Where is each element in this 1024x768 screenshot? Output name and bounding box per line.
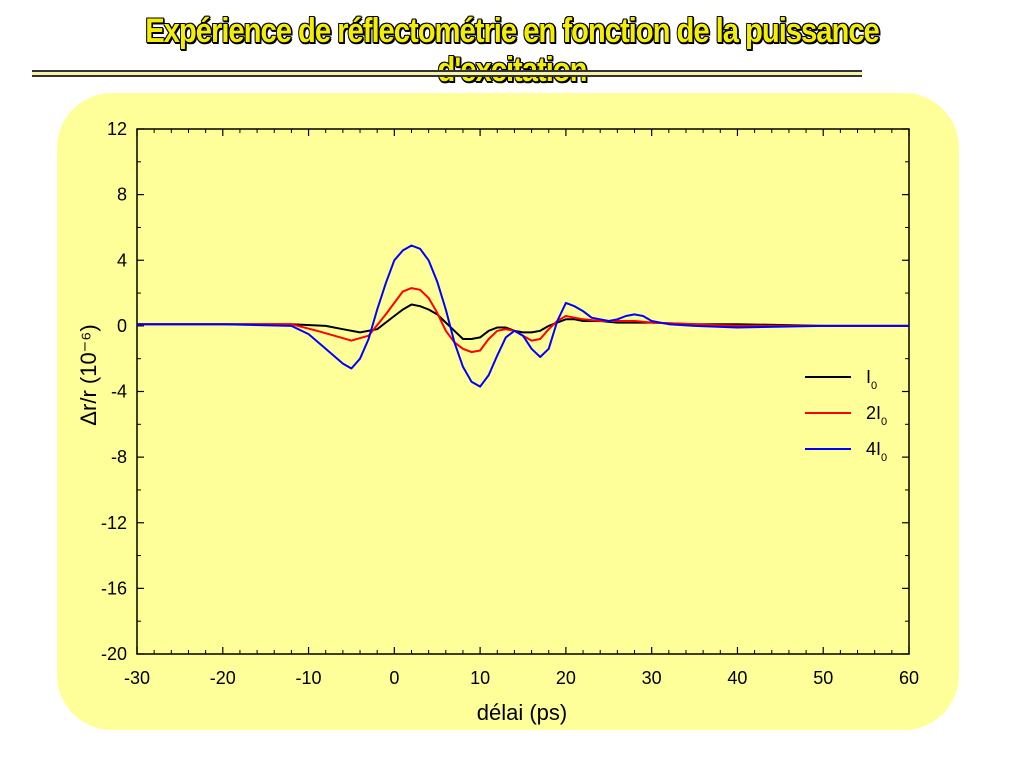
x-tick-label: -30 — [124, 668, 150, 688]
x-axis-label: délai (ps) — [477, 700, 567, 725]
x-tick-label: -20 — [210, 668, 236, 688]
x-tick-label: 10 — [470, 668, 490, 688]
series-layer — [137, 244, 909, 388]
y-tick-label: 4 — [117, 250, 127, 270]
legend-label: 2I0 — [866, 403, 887, 428]
y-tick-label: 0 — [117, 316, 127, 336]
series-line-I0 — [137, 303, 909, 340]
y-axis-label: Δr/r (10⁻⁶) — [76, 324, 101, 425]
x-tick-label: 50 — [813, 668, 833, 688]
y-tick-label: -8 — [111, 447, 127, 467]
x-tick-label: 20 — [556, 668, 576, 688]
y-tick-label: 12 — [107, 119, 127, 139]
series-line-4I0 — [137, 244, 909, 388]
legend: I0 2I0 4I0 — [805, 367, 887, 464]
x-tick-label: -10 — [296, 668, 322, 688]
legend-label: 4I0 — [866, 439, 887, 464]
x-tick-label: 0 — [389, 668, 399, 688]
y-tick-label: 8 — [117, 185, 127, 205]
y-tick-label: -4 — [111, 382, 127, 402]
y-tick-label: -16 — [101, 578, 127, 598]
title-underline — [32, 70, 862, 77]
x-tick-label: 30 — [642, 668, 662, 688]
legend-label: I0 — [866, 367, 877, 392]
y-tick-label: -12 — [101, 513, 127, 533]
chart-panel-background — [57, 93, 959, 730]
x-tick-label: 60 — [899, 668, 919, 688]
x-tick-label: 40 — [727, 668, 747, 688]
axes: -30 -20 -10 0 10 20 30 40 50 60 -20 -16 -12 -8 -4 0 4 8 12 — [101, 119, 919, 688]
y-tick-label: -20 — [101, 644, 127, 664]
